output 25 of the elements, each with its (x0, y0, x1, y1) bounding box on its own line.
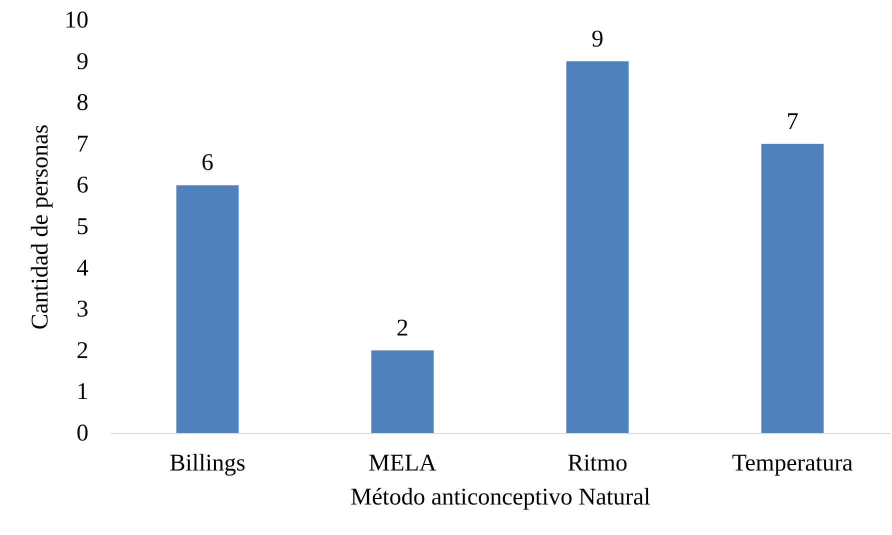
y-tick-label: 8 (76, 90, 88, 116)
data-label: 2 (396, 315, 408, 342)
y-tick-label: 9 (76, 48, 88, 75)
x-tick-label: Billings (169, 450, 246, 476)
y-tick-label: 10 (64, 8, 88, 34)
data-label: 6 (202, 150, 214, 176)
y-axis-title: Cantidad de personas (28, 124, 54, 330)
data-label: 7 (786, 108, 798, 135)
y-tick-label: 0 (76, 420, 88, 446)
x-tick-label: Ritmo (567, 450, 628, 476)
y-tick-label: 7 (76, 131, 88, 158)
y-tick-label: 1 (76, 379, 88, 406)
bar (371, 350, 434, 433)
y-tick-label: 5 (76, 214, 88, 240)
y-tick-label: 4 (76, 255, 88, 282)
x-tick-label: MELA (368, 450, 438, 476)
bar (761, 144, 824, 433)
x-tick-label: Temperatura (732, 450, 854, 476)
y-tick-label: 6 (76, 172, 88, 199)
bar (566, 61, 629, 433)
x-axis-title: Método anticonceptivo Natural (350, 484, 651, 510)
y-tick-label: 3 (76, 296, 88, 323)
data-label: 9 (592, 26, 604, 52)
y-tick-label: 2 (76, 338, 88, 364)
bar (176, 185, 239, 433)
